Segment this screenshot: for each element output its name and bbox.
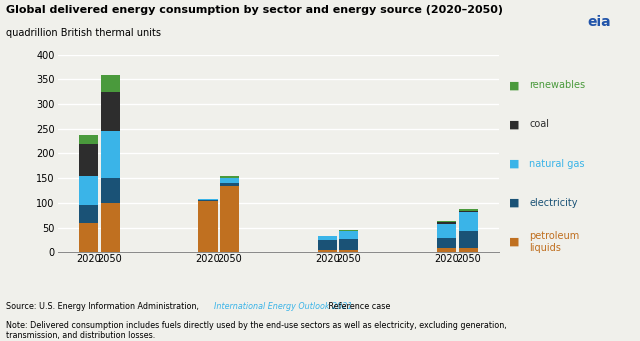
Bar: [437, 224, 456, 237]
Text: ■: ■: [509, 80, 519, 90]
Text: Source: U.S. Energy Information Administration,: Source: U.S. Energy Information Administ…: [6, 302, 202, 311]
Bar: [79, 135, 98, 144]
Text: ■: ■: [509, 198, 519, 208]
Bar: [437, 248, 456, 252]
Bar: [318, 240, 337, 250]
Text: International Energy Outlook 2021: International Energy Outlook 2021: [214, 302, 353, 311]
Bar: [79, 144, 98, 176]
Bar: [220, 183, 239, 186]
Bar: [100, 203, 120, 252]
Bar: [437, 222, 456, 224]
Bar: [339, 231, 358, 239]
Bar: [318, 250, 337, 252]
Bar: [459, 212, 477, 231]
Bar: [198, 202, 218, 252]
Bar: [198, 201, 218, 202]
Bar: [79, 205, 98, 223]
Bar: [459, 211, 477, 212]
Bar: [198, 199, 218, 201]
Bar: [459, 231, 477, 248]
Text: Note: Delivered consumption includes fuels directly used by the end-use sectors : Note: Delivered consumption includes fue…: [6, 321, 507, 340]
Text: ■: ■: [509, 119, 519, 130]
Bar: [339, 229, 358, 231]
Bar: [220, 186, 239, 252]
Text: renewables: renewables: [529, 80, 586, 90]
Text: coal: coal: [529, 119, 549, 130]
Text: electricity: electricity: [529, 198, 578, 208]
Text: petroleum
liquids: petroleum liquids: [529, 231, 580, 253]
Bar: [100, 75, 120, 92]
Bar: [100, 92, 120, 131]
Bar: [339, 250, 358, 252]
Bar: [437, 237, 456, 248]
Text: ■: ■: [509, 159, 519, 169]
Text: eia: eia: [588, 15, 611, 29]
Bar: [459, 209, 477, 211]
Bar: [79, 223, 98, 252]
Bar: [220, 176, 239, 178]
Bar: [318, 236, 337, 240]
Bar: [220, 178, 239, 183]
Bar: [79, 176, 98, 205]
Bar: [459, 248, 477, 252]
Bar: [100, 131, 120, 178]
Bar: [100, 178, 120, 203]
Text: natural gas: natural gas: [529, 159, 585, 169]
Text: ■: ■: [509, 237, 519, 247]
Text: quadrillion British thermal units: quadrillion British thermal units: [6, 28, 161, 38]
Text: Global delivered energy consumption by sector and energy source (2020–2050): Global delivered energy consumption by s…: [6, 5, 504, 15]
Text: Reference case: Reference case: [326, 302, 391, 311]
Bar: [437, 221, 456, 222]
Bar: [339, 239, 358, 250]
